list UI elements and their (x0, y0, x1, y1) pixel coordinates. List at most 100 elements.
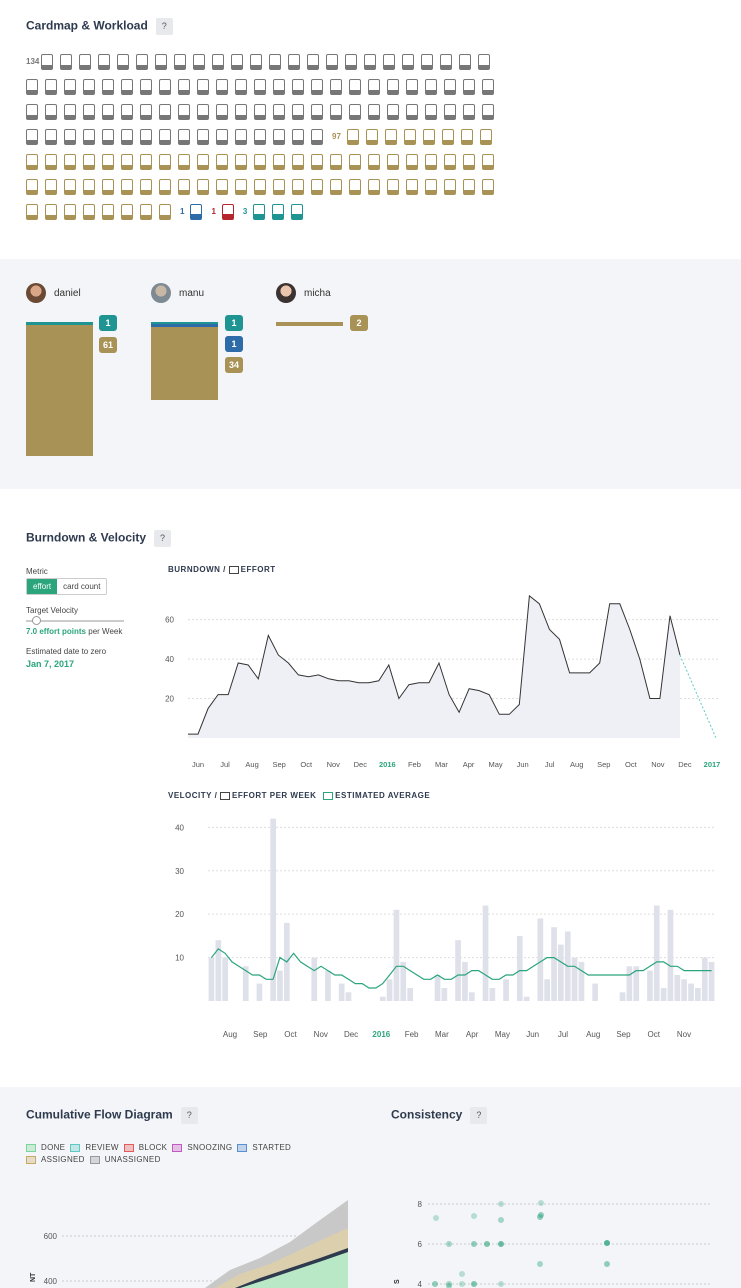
assigned-card[interactable] (273, 179, 285, 195)
unassigned-card[interactable] (292, 79, 304, 95)
assigned-card[interactable] (444, 154, 456, 170)
assigned-card[interactable] (349, 179, 361, 195)
assigned-card[interactable] (235, 179, 247, 195)
unassigned-card[interactable] (406, 79, 418, 95)
avatar-daniel[interactable] (26, 283, 46, 303)
unassigned-card[interactable] (45, 129, 57, 145)
assigned-card[interactable] (26, 154, 38, 170)
unassigned-card[interactable] (364, 54, 377, 70)
unassigned-card[interactable] (98, 54, 111, 70)
assigned-card[interactable] (178, 179, 190, 195)
unassigned-card[interactable] (463, 79, 475, 95)
assigned-card[interactable] (159, 179, 171, 195)
assigned-card[interactable] (368, 179, 380, 195)
assigned-card[interactable] (197, 154, 209, 170)
review-card[interactable] (272, 204, 285, 220)
assigned-card[interactable] (254, 154, 266, 170)
review-card[interactable] (253, 204, 266, 220)
unassigned-card[interactable] (155, 54, 168, 70)
cfd-legend-item[interactable]: STARTED (237, 1143, 291, 1152)
unassigned-card[interactable] (421, 54, 434, 70)
assigned-card[interactable] (273, 154, 285, 170)
unassigned-card[interactable] (440, 54, 453, 70)
unassigned-card[interactable] (402, 54, 415, 70)
started-card[interactable] (190, 204, 203, 220)
assigned-card[interactable] (406, 154, 418, 170)
unassigned-card[interactable] (41, 54, 54, 70)
unassigned-card[interactable] (26, 104, 38, 120)
assigned-card[interactable] (216, 154, 228, 170)
unassigned-card[interactable] (311, 79, 323, 95)
unassigned-card[interactable] (269, 54, 282, 70)
unassigned-card[interactable] (368, 79, 380, 95)
unassigned-card[interactable] (83, 129, 95, 145)
user-name-micha[interactable]: micha (304, 288, 331, 299)
assigned-card[interactable] (102, 179, 114, 195)
unassigned-card[interactable] (425, 79, 437, 95)
assigned-card[interactable] (140, 204, 152, 220)
unassigned-card[interactable] (102, 104, 114, 120)
metric-card-count-button[interactable]: card count (63, 582, 101, 591)
unassigned-card[interactable] (178, 104, 190, 120)
unassigned-card[interactable] (197, 104, 209, 120)
unassigned-card[interactable] (178, 79, 190, 95)
unassigned-card[interactable] (254, 129, 266, 145)
unassigned-card[interactable] (197, 129, 209, 145)
unassigned-card[interactable] (197, 79, 209, 95)
assigned-card[interactable] (45, 179, 57, 195)
velocity-slider-track[interactable] (26, 620, 124, 622)
unassigned-card[interactable] (482, 79, 494, 95)
assigned-card[interactable] (64, 204, 76, 220)
cfd-legend-item[interactable]: UNASSIGNED (89, 1155, 161, 1164)
assigned-card[interactable] (441, 129, 454, 145)
unassigned-card[interactable] (311, 129, 323, 145)
assigned-card[interactable] (403, 129, 416, 145)
assigned-card[interactable] (444, 179, 456, 195)
assigned-card[interactable] (422, 129, 435, 145)
assigned-card[interactable] (26, 204, 38, 220)
unassigned-card[interactable] (102, 79, 114, 95)
assigned-card[interactable] (311, 154, 323, 170)
unassigned-card[interactable] (83, 79, 95, 95)
unassigned-card[interactable] (64, 129, 76, 145)
unassigned-card[interactable] (178, 129, 190, 145)
cfd-help-button[interactable]: ? (180, 1107, 198, 1124)
assigned-card[interactable] (311, 179, 323, 195)
assigned-card[interactable] (425, 179, 437, 195)
unassigned-card[interactable] (216, 79, 228, 95)
unassigned-card[interactable] (121, 79, 133, 95)
unassigned-card[interactable] (140, 129, 152, 145)
assigned-card[interactable] (235, 154, 247, 170)
assigned-card[interactable] (387, 179, 399, 195)
unassigned-card[interactable] (311, 104, 323, 120)
unassigned-card[interactable] (26, 129, 38, 145)
assigned-card[interactable] (64, 179, 76, 195)
unassigned-card[interactable] (425, 104, 437, 120)
unassigned-card[interactable] (478, 54, 491, 70)
assigned-card[interactable] (460, 129, 473, 145)
unassigned-card[interactable] (444, 104, 456, 120)
unassigned-card[interactable] (159, 104, 171, 120)
unassigned-card[interactable] (60, 54, 73, 70)
unassigned-card[interactable] (326, 54, 339, 70)
unassigned-card[interactable] (159, 79, 171, 95)
user-name-manu[interactable]: manu (179, 288, 205, 299)
cardmap-help-button[interactable]: ? (155, 18, 173, 35)
user-name-daniel[interactable]: daniel (54, 288, 81, 299)
unassigned-card[interactable] (273, 104, 285, 120)
unassigned-card[interactable] (349, 79, 361, 95)
consistency-help-button[interactable]: ? (470, 1107, 488, 1124)
metric-effort-button[interactable]: effort (27, 579, 58, 594)
block-card[interactable] (221, 204, 234, 220)
unassigned-card[interactable] (26, 79, 38, 95)
avatar-micha[interactable] (276, 283, 296, 303)
assigned-card[interactable] (254, 179, 266, 195)
unassigned-card[interactable] (406, 104, 418, 120)
unassigned-card[interactable] (368, 104, 380, 120)
unassigned-card[interactable] (121, 104, 133, 120)
assigned-card[interactable] (330, 154, 342, 170)
unassigned-card[interactable] (254, 79, 266, 95)
unassigned-card[interactable] (459, 54, 472, 70)
assigned-card[interactable] (102, 154, 114, 170)
assigned-card[interactable] (482, 179, 494, 195)
